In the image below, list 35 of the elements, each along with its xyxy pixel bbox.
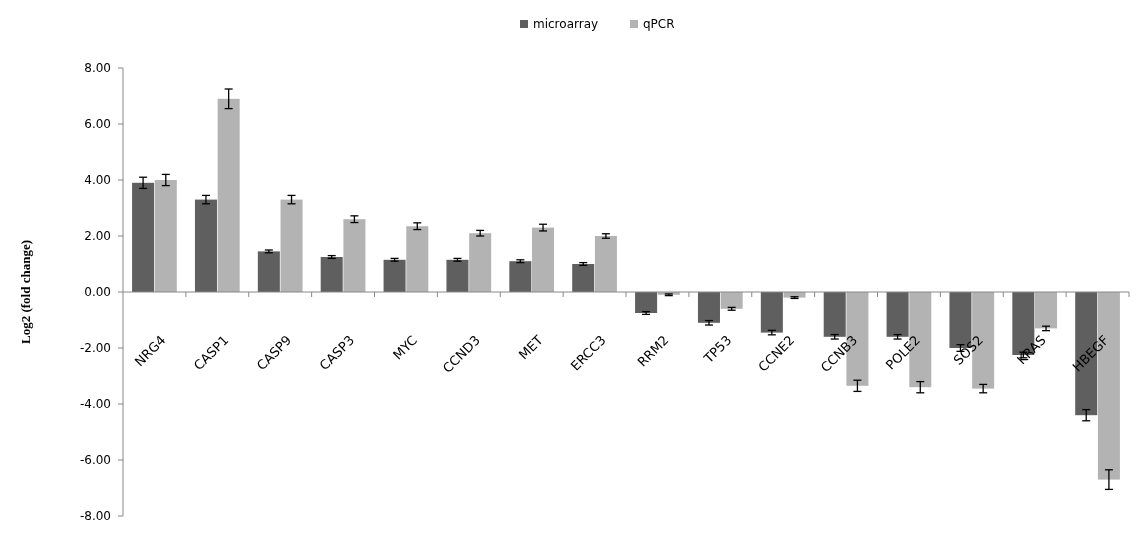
legend-label: microarray xyxy=(533,17,599,31)
bar xyxy=(720,292,743,309)
y-tick-label: -6.00 xyxy=(79,453,111,468)
y-axis-title: Log2 (fold change) xyxy=(18,240,33,344)
bar xyxy=(217,98,240,292)
bar xyxy=(446,259,469,292)
bar xyxy=(194,199,217,292)
bar xyxy=(886,292,909,337)
y-tick-label: 8.00 xyxy=(84,61,111,76)
bar xyxy=(594,236,617,292)
bar xyxy=(635,292,658,313)
legend-label: qPCR xyxy=(643,17,675,31)
bar xyxy=(697,292,720,323)
bar xyxy=(280,199,303,292)
bar xyxy=(132,182,155,292)
bar xyxy=(823,292,846,337)
y-tick-label: 6.00 xyxy=(84,117,111,132)
y-tick-label: -4.00 xyxy=(79,397,111,412)
bar xyxy=(469,233,492,292)
bar xyxy=(509,261,532,292)
bar xyxy=(343,219,366,292)
bar xyxy=(154,180,177,292)
y-tick-label: 4.00 xyxy=(84,173,111,188)
bar xyxy=(257,251,280,292)
bar xyxy=(406,226,429,292)
bar xyxy=(1035,292,1058,329)
bar xyxy=(532,227,555,292)
bar xyxy=(760,292,783,333)
bar xyxy=(572,264,595,292)
y-tick-label: -8.00 xyxy=(79,509,111,524)
bar xyxy=(383,259,406,292)
y-tick-label: 0.00 xyxy=(84,285,111,300)
bar xyxy=(320,257,343,292)
y-tick-label: -2.00 xyxy=(79,341,111,356)
y-tick-label: 2.00 xyxy=(84,229,111,244)
